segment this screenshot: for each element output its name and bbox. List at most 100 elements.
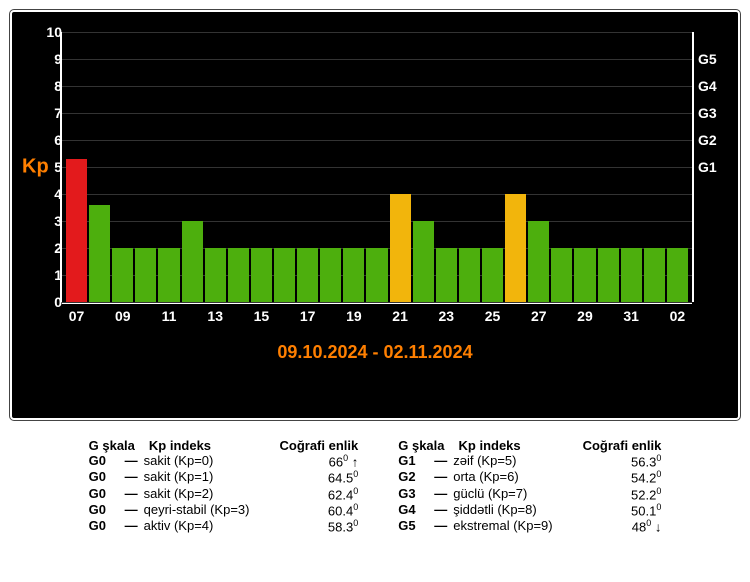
bar <box>644 248 665 302</box>
x-tick-label <box>366 308 387 324</box>
x-tick-label <box>274 308 295 324</box>
x-tick-label: 17 <box>297 308 318 324</box>
legend-row: G0—qeyri-stabil (Kp=3) <box>89 502 250 518</box>
x-tick-label <box>89 308 110 324</box>
kp-chart: 012345678910 G5G4G3G2G1 0709111315171921… <box>10 10 740 420</box>
legend-row: G2—orta (Kp=6) <box>398 469 552 485</box>
x-tick-label <box>551 308 572 324</box>
legend-header: G şkalaKp indeks <box>398 438 552 453</box>
legend-row: G5—ekstremal (Kp=9) <box>398 518 552 534</box>
bar <box>366 248 387 302</box>
legend-row: G0—sakit (Kp=1) <box>89 469 250 485</box>
bar <box>320 248 341 302</box>
date-range-label: 09.10.2024 - 02.11.2024 <box>12 342 738 363</box>
bar <box>598 248 619 302</box>
legend-row: G4—şiddətli (Kp=8) <box>398 502 552 518</box>
x-tick-label <box>228 308 249 324</box>
legend-latitude: 64.50 <box>280 469 359 485</box>
bar <box>89 205 110 302</box>
x-labels: 07 09 11 13 15 17 19 21 23 25 27 29 31 02 <box>62 308 692 324</box>
x-tick-label: 27 <box>528 308 549 324</box>
bar <box>390 194 411 302</box>
x-tick-label: 23 <box>436 308 457 324</box>
g-tick-label: G1 <box>698 159 728 175</box>
bar <box>205 248 226 302</box>
y-tick-label: 1 <box>32 267 62 283</box>
bar-series <box>62 32 692 302</box>
y-tick-label: 8 <box>32 78 62 94</box>
y-tick-label: 2 <box>32 240 62 256</box>
g-tick-label: G3 <box>698 105 728 121</box>
y2-axis <box>692 32 694 302</box>
x-tick-label <box>598 308 619 324</box>
y-tick-label: 7 <box>32 105 62 121</box>
bar <box>158 248 179 302</box>
x-tick-label: 11 <box>158 308 179 324</box>
legend-latitude: 58.30 <box>280 518 359 534</box>
x-tick-label: 02 <box>667 308 688 324</box>
bar <box>459 248 480 302</box>
x-tick-label <box>505 308 526 324</box>
legend-header: G şkalaKp indeks <box>89 438 250 453</box>
y-tick-label: 6 <box>32 132 62 148</box>
bar <box>251 248 272 302</box>
legend-latitude: 480 ↓ <box>583 518 662 534</box>
legend-row: G3—güclü (Kp=7) <box>398 486 552 502</box>
plot-area: 012345678910 G5G4G3G2G1 0709111315171921… <box>62 32 692 302</box>
x-tick-label: 21 <box>390 308 411 324</box>
gridline <box>62 302 692 303</box>
legend-header: Coğrafi enlik <box>280 438 359 453</box>
legend-header: Coğrafi enlik <box>583 438 662 453</box>
bar <box>436 248 457 302</box>
bar <box>551 248 572 302</box>
x-tick-label <box>320 308 341 324</box>
bar <box>667 248 688 302</box>
x-tick-label: 15 <box>251 308 272 324</box>
y-tick-label: 4 <box>32 186 62 202</box>
legend-latitude: 660 ↑ <box>280 453 359 469</box>
legend-latitude: 62.40 <box>280 486 359 502</box>
x-tick-label: 13 <box>205 308 226 324</box>
bar <box>66 159 87 302</box>
x-tick-label <box>413 308 434 324</box>
x-tick-label <box>182 308 203 324</box>
legend-row: G0—sakit (Kp=2) <box>89 486 250 502</box>
x-tick-label: 19 <box>343 308 364 324</box>
x-tick-label: 29 <box>574 308 595 324</box>
bar <box>112 248 133 302</box>
y-tick-label: 0 <box>32 294 62 310</box>
bar <box>574 248 595 302</box>
legend-latitude: 60.40 <box>280 502 359 518</box>
legend-latitude: 56.30 <box>583 453 662 469</box>
y-tick-label: 9 <box>32 51 62 67</box>
legend-row: G0—aktiv (Kp=4) <box>89 518 250 534</box>
y-tick-label: 10 <box>32 24 62 40</box>
bar <box>135 248 156 302</box>
bar <box>274 248 295 302</box>
x-tick-label <box>459 308 480 324</box>
bar <box>528 221 549 302</box>
x-tick-label <box>644 308 665 324</box>
legend-latitude: 54.20 <box>583 469 662 485</box>
x-tick-label: 31 <box>621 308 642 324</box>
bar <box>413 221 434 302</box>
legend-latitude: 52.20 <box>583 486 662 502</box>
g-tick-label: G5 <box>698 51 728 67</box>
legend-row: G1—zəif (Kp=5) <box>398 453 552 469</box>
bar <box>621 248 642 302</box>
y-tick-label: 3 <box>32 213 62 229</box>
bar <box>182 221 203 302</box>
g-scale-legend: G şkalaKp indeks Coğrafi enlik G0—sakit (K… <box>10 438 740 535</box>
bar <box>343 248 364 302</box>
bar <box>482 248 503 302</box>
kp-axis-label: Kp <box>22 156 49 179</box>
g-tick-label: G2 <box>698 132 728 148</box>
bar <box>228 248 249 302</box>
bar <box>505 194 526 302</box>
x-tick-label: 09 <box>112 308 133 324</box>
x-tick-label: 25 <box>482 308 503 324</box>
x-tick-label <box>135 308 156 324</box>
x-tick-label: 07 <box>66 308 87 324</box>
legend-row: G0—sakit (Kp=0) <box>89 453 250 469</box>
bar <box>297 248 318 302</box>
